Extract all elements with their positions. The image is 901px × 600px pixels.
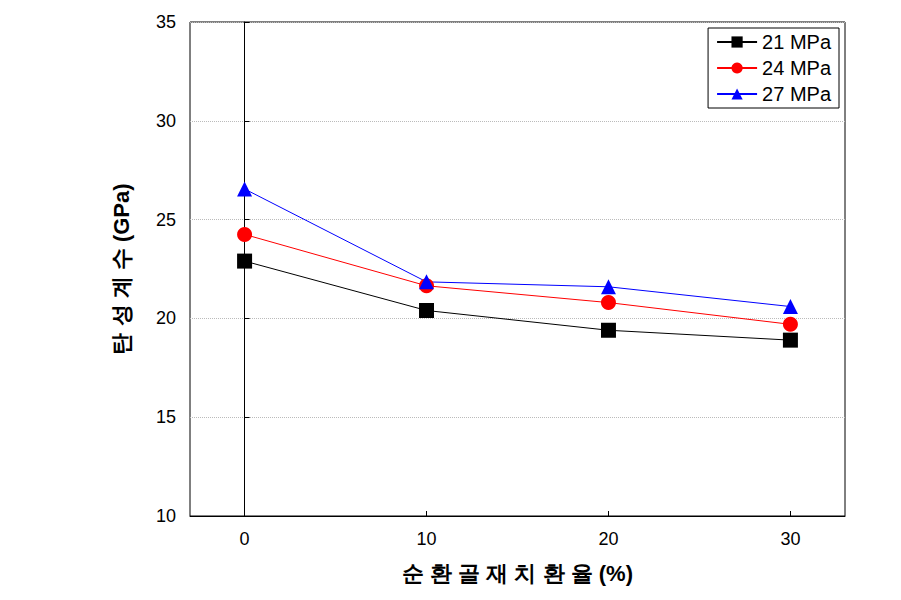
svg-text:순 환 골 재 치 환 율 (%): 순 환 골 재 치 환 율 (%) (402, 561, 633, 586)
svg-text:25: 25 (156, 210, 176, 230)
svg-text:0: 0 (240, 529, 250, 549)
svg-text:20: 20 (156, 308, 176, 328)
svg-text:21 MPa: 21 MPa (762, 31, 832, 53)
svg-text:20: 20 (598, 529, 618, 549)
svg-text:30: 30 (156, 111, 176, 131)
svg-text:35: 35 (156, 12, 176, 32)
svg-text:30: 30 (780, 529, 800, 549)
svg-text:탄 성 계 수 (GPa): 탄 성 계 수 (GPa) (109, 183, 134, 354)
svg-text:27 MPa: 27 MPa (762, 83, 832, 105)
svg-text:15: 15 (156, 407, 176, 427)
svg-text:10: 10 (156, 506, 176, 526)
svg-text:24 MPa: 24 MPa (762, 57, 832, 79)
svg-text:10: 10 (417, 529, 437, 549)
